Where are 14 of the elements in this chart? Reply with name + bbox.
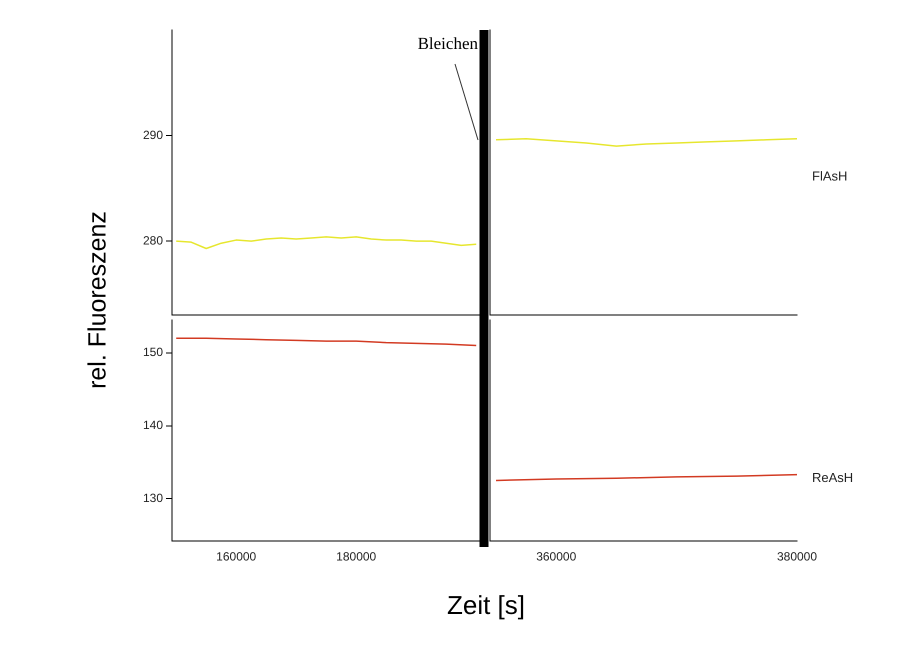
y-axis-title: rel. Fluoreszenz bbox=[84, 211, 112, 389]
y-tick-label: 150 bbox=[142, 345, 164, 360]
x-tick-label: 360000 bbox=[536, 550, 577, 564]
x-tick-label: 180000 bbox=[336, 550, 377, 564]
x-tick-label: 380000 bbox=[776, 550, 818, 564]
y-tick-label: 280 bbox=[142, 233, 164, 248]
y-tick-label: 290 bbox=[142, 128, 164, 142]
x-tick-label: 160000 bbox=[216, 550, 257, 564]
y-tick-label: 130 bbox=[142, 491, 164, 506]
ref-line-label: Bleichen bbox=[418, 34, 478, 53]
y-tick-label: 140 bbox=[142, 418, 164, 432]
x-axis-title: Zeit [s] bbox=[446, 590, 526, 621]
text: FlAsH bbox=[812, 168, 848, 184]
series-label: ReAsH bbox=[812, 470, 854, 486]
